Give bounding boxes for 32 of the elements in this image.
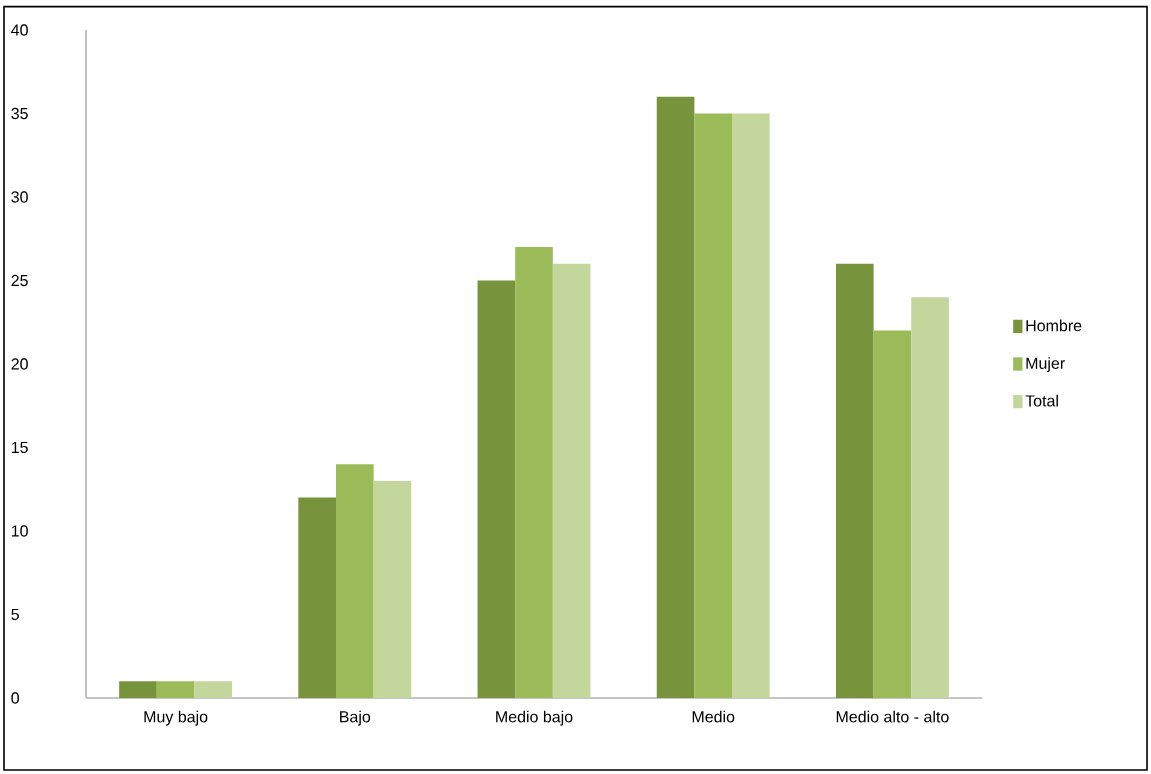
bar [298, 497, 336, 698]
y-tick-label: 30 [11, 191, 28, 203]
y-tick-label: 20 [11, 358, 28, 370]
bar [835, 263, 874, 698]
x-tick-label: Medio [692, 710, 735, 723]
x-tick-label: Medio alto - alto [836, 710, 949, 723]
legend-label: Hombre [1026, 319, 1082, 332]
bar [515, 247, 553, 698]
y-tick-label: 0 [11, 692, 19, 704]
legend-label: Total [1025, 394, 1058, 407]
bar [119, 681, 157, 698]
x-tick-label: Bajo [340, 710, 371, 726]
bar [477, 280, 516, 698]
bar [373, 480, 412, 698]
x-tick-label: Medio bajo [496, 710, 573, 726]
y-tick-label: 35 [11, 107, 28, 120]
y-tick-label: 40 [11, 24, 28, 36]
bar [911, 297, 949, 698]
y-tick-label: 25 [11, 274, 28, 287]
legend-label: Mujer [1026, 357, 1065, 373]
bar [732, 113, 770, 698]
bar [656, 96, 695, 698]
y-tick-label: 15 [11, 441, 28, 454]
y-tick-label: 10 [11, 525, 28, 537]
bar [194, 681, 233, 698]
bar [694, 113, 733, 698]
bar [156, 681, 195, 698]
x-tick-label: Muy bajo [144, 710, 208, 726]
bar [335, 464, 374, 698]
bar [873, 330, 912, 698]
y-tick-label: 5 [11, 608, 19, 621]
bar [552, 263, 591, 698]
